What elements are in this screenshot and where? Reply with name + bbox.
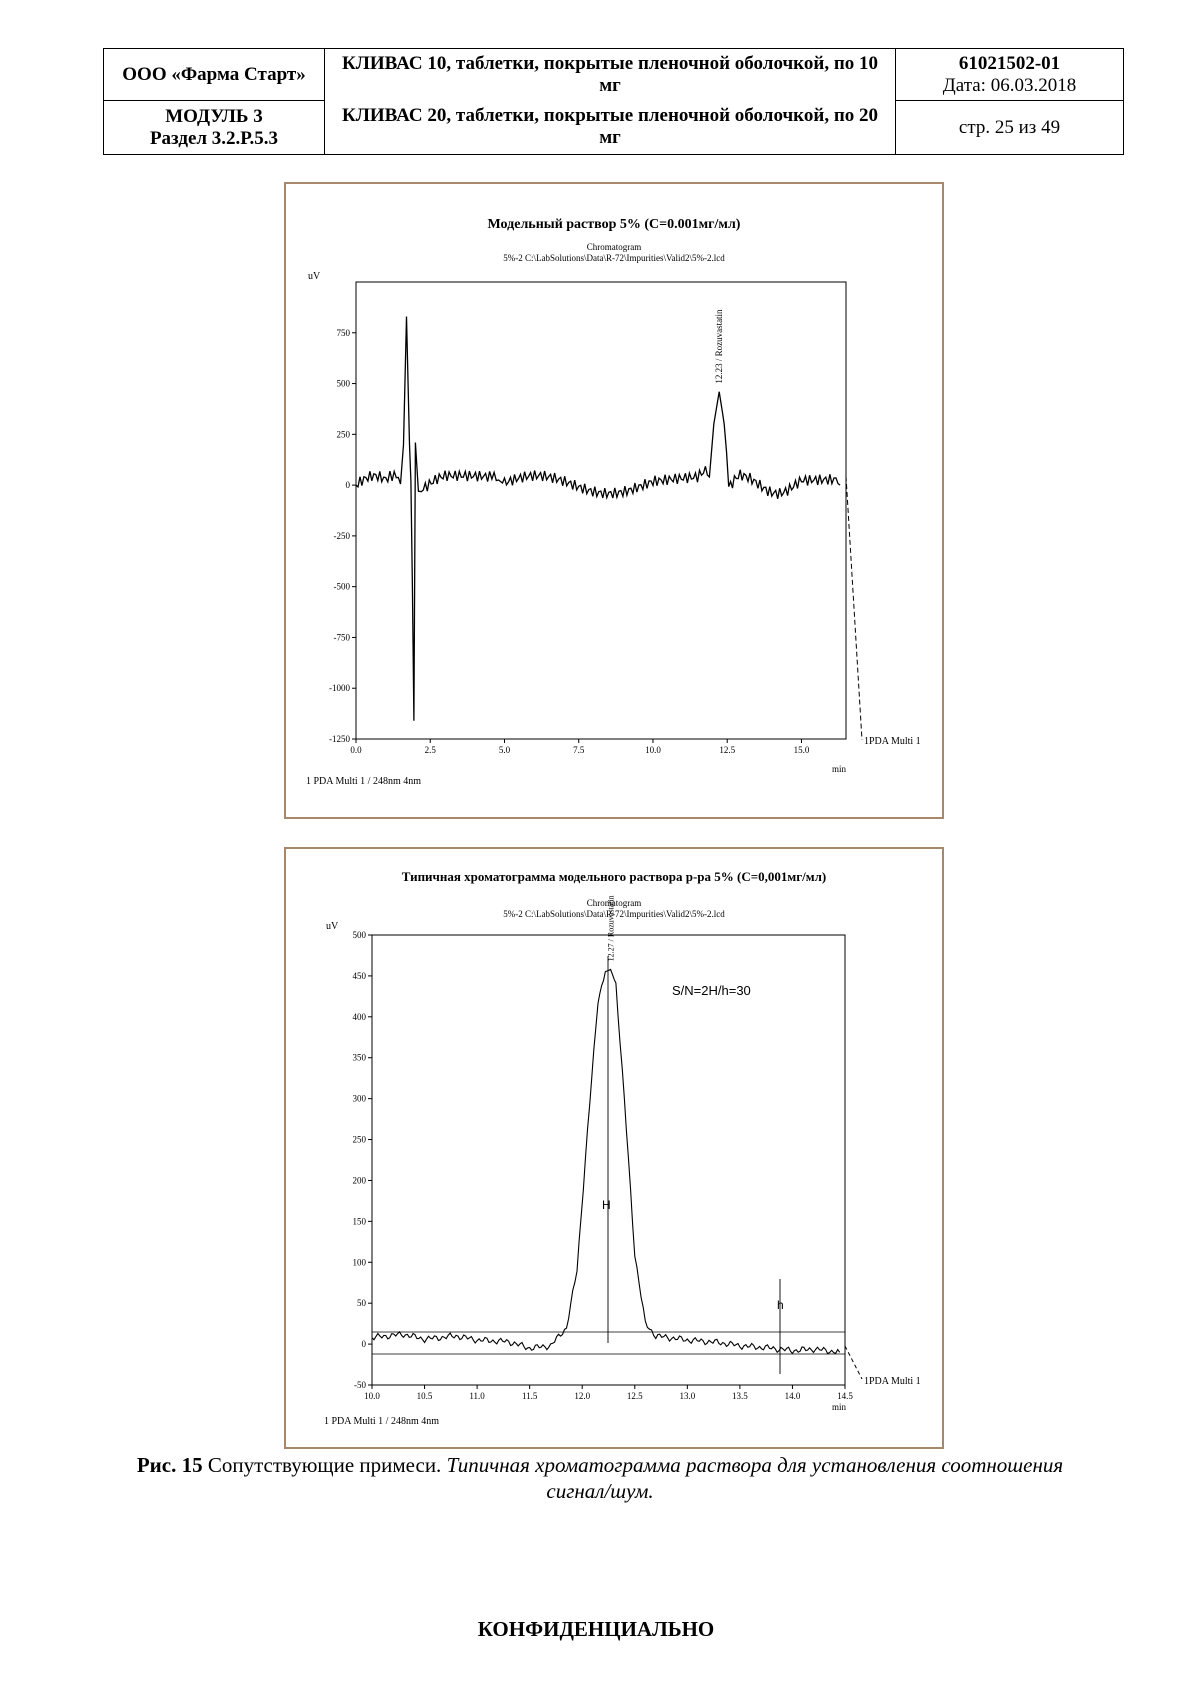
- chart-2-title: Типичная хроматограмма модельного раство…: [402, 869, 827, 884]
- chart-1-xtick-label: 12.5: [719, 745, 735, 755]
- chart-2-ytick-label: -50: [354, 1380, 366, 1390]
- product-line-20mg: КЛИВАС 20, таблетки, покрытые пленочной …: [324, 100, 896, 155]
- chart-1-ytick-label: -750: [334, 632, 351, 642]
- chart-2-ytick-label: 100: [353, 1257, 367, 1267]
- doc-id-cell: 61021502-01 Дата: 06.03.2018: [895, 48, 1124, 101]
- chart-2-ytick-label: 150: [353, 1216, 367, 1226]
- chart-2-ytick-label: 0: [362, 1339, 367, 1349]
- chart-2-xtick-label: 10.0: [364, 1391, 380, 1401]
- chart-1-ytick-label: 500: [337, 379, 351, 389]
- chart-1-trace: [355, 316, 841, 721]
- chart-2-ytick-label: 400: [353, 1012, 367, 1022]
- chart-1-xtick-label: 2.5: [425, 745, 437, 755]
- product-line-10mg: КЛИВАС 10, таблетки, покрытые пленочной …: [324, 48, 896, 101]
- chart-1-x-unit: min: [832, 764, 847, 774]
- chart-1-xtick-label: 7.5: [573, 745, 585, 755]
- chart-2-peak-label: 12.27 / Rozuvastatin: [607, 895, 616, 961]
- chart-2-xtick-label: 14.0: [785, 1391, 801, 1401]
- noise-height-h-label: h: [777, 1298, 784, 1312]
- chart-2-xtick-label: 13.0: [679, 1391, 695, 1401]
- chart-1-ytick-label: -1000: [329, 683, 350, 693]
- chart-1-file-path: 5%-2 C:\LabSolutions\Data\R-72\Impuritie…: [503, 253, 725, 263]
- chart-1-ytick-label: 0: [346, 480, 351, 490]
- chart-1-xtick-label: 0.0: [350, 745, 362, 755]
- chart-2-trace-label: 1PDA Multi 1: [864, 1376, 921, 1387]
- chromatogram-figure-1: Модельный раствор 5% (C=0.001мг/мл) Chro…: [284, 182, 944, 819]
- chart-2-ytick-label: 200: [353, 1175, 367, 1185]
- figure-caption: Рис. 15 Сопутствующие примеси. Типичная …: [110, 1452, 1090, 1505]
- chart-1-plot-area: [355, 281, 847, 740]
- chart-2-xtick-label: 10.5: [417, 1391, 433, 1401]
- chromatogram-2-svg: Типичная хроматограмма модельного раство…: [324, 869, 921, 1427]
- section-label: Раздел 3.2.Р.5.3: [149, 127, 279, 149]
- document-number: 61021502-01: [958, 52, 1061, 74]
- chromatogram-1-svg: Модельный раствор 5% (C=0.001мг/мл) Chro…: [306, 217, 921, 787]
- chart-2-file-path: 5%-2 C:\LabSolutions\Data\R-72\Impuritie…: [503, 909, 725, 919]
- figure-caption-text: Сопутствующие примеси.: [202, 1453, 447, 1477]
- chart-1-ytick-label: 250: [337, 429, 351, 439]
- chart-2-ytick-label: 250: [353, 1135, 367, 1145]
- chart-1-ytick-label: -1250: [329, 734, 350, 744]
- figure-caption-italic: Типичная хроматограмма раствора для уста…: [446, 1453, 1064, 1504]
- chart-2-x-unit: min: [832, 1402, 847, 1412]
- chart-1-title: Модельный раствор 5% (C=0.001мг/мл): [488, 217, 741, 232]
- chart-1-peak-label: 12.23 / Rozuvastatin: [714, 309, 724, 384]
- chromatogram-figure-2: Типичная хроматограмма модельного раство…: [284, 847, 944, 1449]
- chart-1-xtick-label: 10.0: [645, 745, 661, 755]
- chart-1-ytick-label: -500: [334, 582, 351, 592]
- module-label: МОДУЛЬ 3: [165, 105, 263, 127]
- chart-1-subtitle: Chromatogram: [587, 242, 642, 252]
- confidential-footer: КОНФИДЕНЦИАЛЬНО: [477, 1617, 715, 1641]
- peak-height-H-label: H: [602, 1198, 611, 1212]
- chart-2-trace: [371, 968, 841, 1355]
- figure-number: Рис. 15: [136, 1453, 203, 1477]
- chart-1-y-unit: uV: [308, 271, 321, 282]
- chart-2-xtick-label: 11.0: [469, 1391, 485, 1401]
- chart-2-ytick-label: 50: [357, 1298, 367, 1308]
- chart-1-ytick-label: -250: [334, 531, 351, 541]
- chart-2-y-unit: uV: [326, 921, 339, 932]
- chart-2-xtick-label: 12.0: [574, 1391, 590, 1401]
- chart-1-trace-label: 1PDA Multi 1: [864, 736, 921, 747]
- chart-2-xtick-label: 11.5: [522, 1391, 538, 1401]
- chart-2-ytick-label: 300: [353, 1094, 367, 1104]
- chart-2-footer-label: 1 PDA Multi 1 / 248nm 4nm: [324, 1416, 439, 1427]
- document-date: Дата: 06.03.2018: [942, 74, 1077, 96]
- chart-2-ytick-label: 500: [353, 930, 367, 940]
- chart-1-xtick-label: 15.0: [794, 745, 810, 755]
- chart-2-xtick-label: 12.5: [627, 1391, 643, 1401]
- chart-2-xtick-label: 13.5: [732, 1391, 748, 1401]
- chart-2-subtitle: Chromatogram: [587, 898, 642, 908]
- signal-to-noise-label: S/N=2H/h=30: [672, 983, 751, 998]
- document-header-table: ООО «Фарма Старт» КЛИВАС 10, таблетки, п…: [103, 48, 1124, 155]
- chart-1-xtick-label: 5.0: [499, 745, 511, 755]
- chart-1-footer-label: 1 PDA Multi 1 / 248nm 4nm: [306, 776, 421, 787]
- chart-2-xtick-label: 14.5: [837, 1391, 853, 1401]
- module-cell: МОДУЛЬ 3 Раздел 3.2.Р.5.3: [103, 100, 325, 155]
- chart-1-ytick-label: 750: [337, 328, 351, 338]
- chart-2-trace-tail: [844, 1345, 863, 1380]
- chart-1-trace-tail: [845, 475, 863, 741]
- chart-2-ytick-label: 450: [353, 971, 367, 981]
- chart-2-ytick-label: 350: [353, 1053, 367, 1063]
- page-number: стр. 25 из 49: [895, 100, 1124, 155]
- company-name: ООО «Фарма Старт»: [103, 48, 325, 101]
- chart-2-plot-area: [371, 934, 846, 1386]
